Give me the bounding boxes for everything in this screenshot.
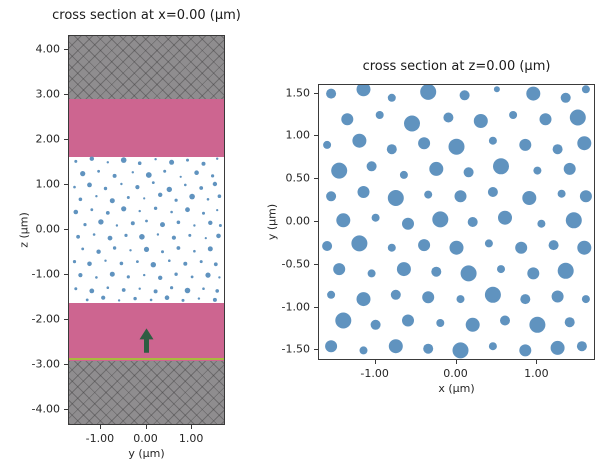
y-tick-mark <box>64 138 68 140</box>
y-tick-label: 2.00 <box>35 132 61 146</box>
y-tick-label: 0.50 <box>285 171 311 185</box>
y-tick-mark <box>314 178 318 180</box>
x-tick-mark <box>145 425 147 429</box>
layer-absorber-top <box>69 36 224 100</box>
y-tick-label: -1.00 <box>281 300 310 314</box>
x-tick-label: 0.00 <box>443 367 468 380</box>
x-tick-mark <box>536 360 538 364</box>
x-tick-mark <box>191 425 193 429</box>
layer-absorber-bottom <box>69 360 224 424</box>
x-tick-mark <box>374 360 376 364</box>
scatter-points <box>322 85 592 359</box>
x-axis-label-xy: x (μm) <box>438 382 475 395</box>
y-tick-mark <box>64 409 68 411</box>
x-tick-label: 1.00 <box>524 367 549 380</box>
y-tick-label: -1.00 <box>31 267 60 281</box>
axes-yz <box>68 35 225 425</box>
y-tick-label: 0.00 <box>35 222 61 236</box>
y-tick-mark <box>64 93 68 95</box>
y-axis-label-xy: y (μm) <box>265 203 279 241</box>
y-axis-label-yz: z (μm) <box>17 212 31 248</box>
plot-title-yz: cross section at x=0.00 (μm) <box>52 8 241 23</box>
y-tick-label: 0.00 <box>285 214 311 228</box>
layer-cladding-top <box>69 99 224 157</box>
y-tick-label: -3.00 <box>31 357 60 371</box>
x-tick-mark <box>455 360 457 364</box>
source-direction-arrow <box>139 328 154 353</box>
x-tick-label: 0.00 <box>133 432 158 445</box>
x-axis-label-yz: y (μm) <box>128 447 165 460</box>
y-tick-mark <box>314 221 318 222</box>
plot-title-xy: cross section at z=0.00 (μm) <box>362 59 551 74</box>
y-tick-mark <box>64 183 68 185</box>
y-tick-mark <box>64 364 68 366</box>
y-tick-label: 1.00 <box>35 177 61 191</box>
y-tick-mark <box>314 349 318 351</box>
y-tick-label: -0.50 <box>281 257 310 271</box>
subplot-xy-cross-section: cross section at z=0.00 (μm) x (μm) y (μ… <box>266 59 595 395</box>
y-tick-label: 3.00 <box>35 87 61 101</box>
subplot-yz-cross-section: cross section at x=0.00 (μm) y (μm) z (μ… <box>18 8 241 460</box>
y-tick-label: -2.00 <box>31 312 60 326</box>
y-tick-label: -4.00 <box>31 402 60 416</box>
y-tick-mark <box>64 229 68 230</box>
y-tick-mark <box>314 92 318 94</box>
x-tick-label: -1.00 <box>85 432 115 445</box>
y-tick-label: -1.50 <box>281 342 310 356</box>
x-tick-mark <box>99 425 101 429</box>
y-tick-mark <box>64 274 68 276</box>
x-tick-label: 1.00 <box>178 432 204 445</box>
y-tick-mark <box>64 48 68 50</box>
y-tick-label: 1.50 <box>285 86 311 100</box>
source-line <box>69 358 224 361</box>
scatter-points-and-arrow <box>72 156 222 353</box>
y-tick-label: 1.00 <box>285 128 311 142</box>
y-tick-mark <box>314 135 318 137</box>
x-tick-label: -1.00 <box>360 367 389 380</box>
y-tick-mark <box>314 263 318 265</box>
axes-xy <box>318 84 595 360</box>
y-tick-mark <box>64 319 68 321</box>
y-tick-mark <box>314 306 318 308</box>
y-tick-label: 4.00 <box>35 42 61 56</box>
